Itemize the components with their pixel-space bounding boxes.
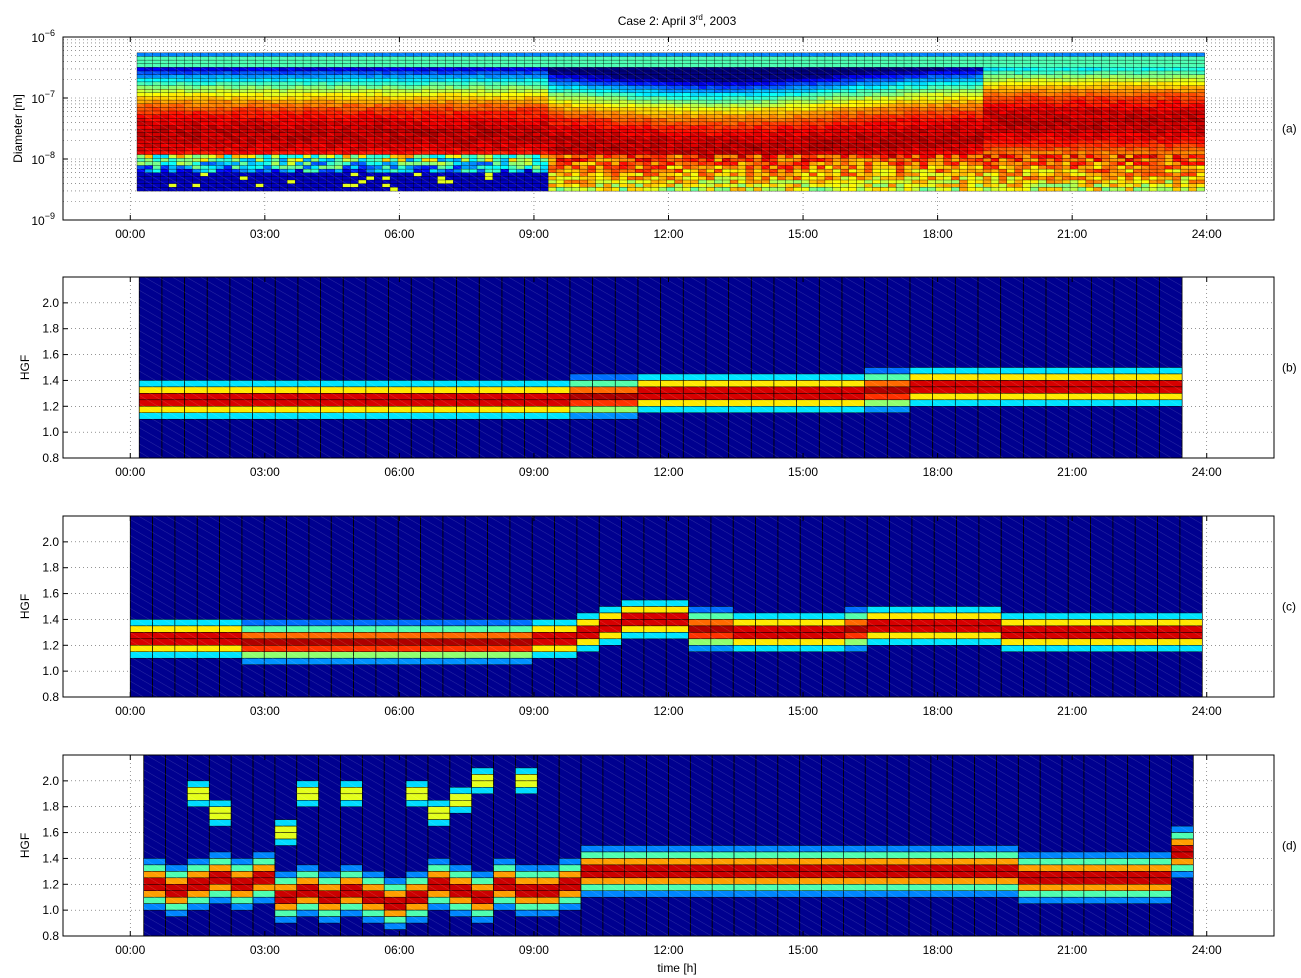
figure-title: Case 2: April 3rd, 2003 — [618, 13, 737, 28]
panel-a: 00:00 03:00 06:00 09:00 12:00 15:00 18:00 21:00… — [11, 28, 1297, 241]
figure-title-text: Case 2: April 3 — [618, 14, 696, 28]
figure-title-superscript: rd — [696, 13, 703, 22]
figure-title-tail: , 2003 — [703, 14, 737, 28]
